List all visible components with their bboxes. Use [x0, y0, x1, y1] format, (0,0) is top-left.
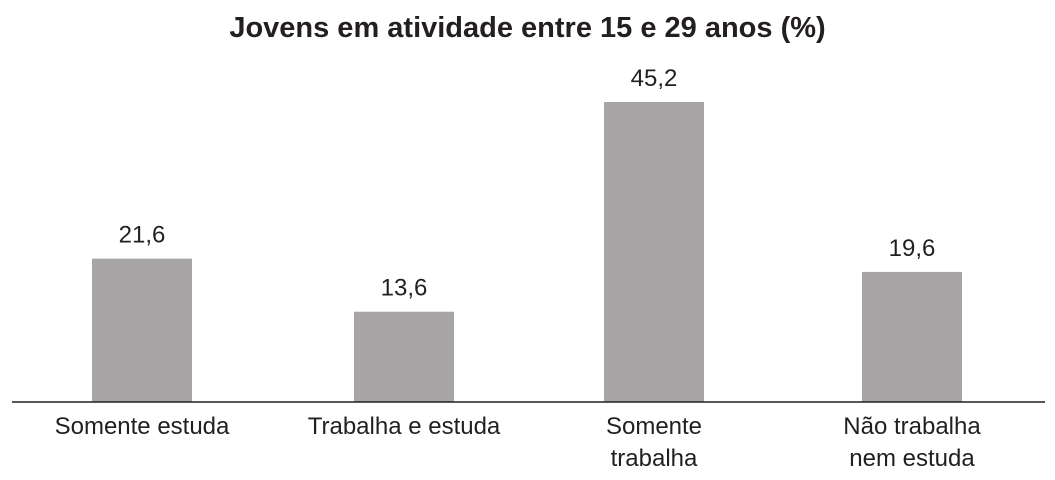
category-labels-group: Somente estuda Trabalha e estuda Somente tr… — [55, 413, 982, 472]
bar-3 — [604, 102, 704, 402]
category-label-3-line-1: Somente — [606, 413, 702, 440]
value-label-1: 21,6 — [119, 222, 166, 249]
bars-group — [92, 102, 962, 402]
category-label-3-line-2: trabalha — [611, 445, 698, 472]
value-label-4: 19,6 — [889, 235, 936, 262]
value-labels-group: 21,6 13,6 45,2 19,6 — [119, 65, 936, 302]
bar-4 — [862, 271, 962, 402]
bar-2 — [354, 311, 454, 402]
category-label-2: Trabalha e estuda — [308, 413, 501, 440]
category-label-4-line-2: nem estuda — [849, 445, 975, 472]
category-label-4-line-1: Não trabalha — [843, 413, 981, 440]
chart-title: Jovens em atividade entre 15 e 29 anos (… — [229, 12, 826, 44]
value-label-2: 13,6 — [381, 275, 428, 302]
category-label-1: Somente estuda — [55, 413, 230, 440]
bar-1 — [92, 258, 192, 402]
value-label-3: 45,2 — [631, 65, 678, 92]
